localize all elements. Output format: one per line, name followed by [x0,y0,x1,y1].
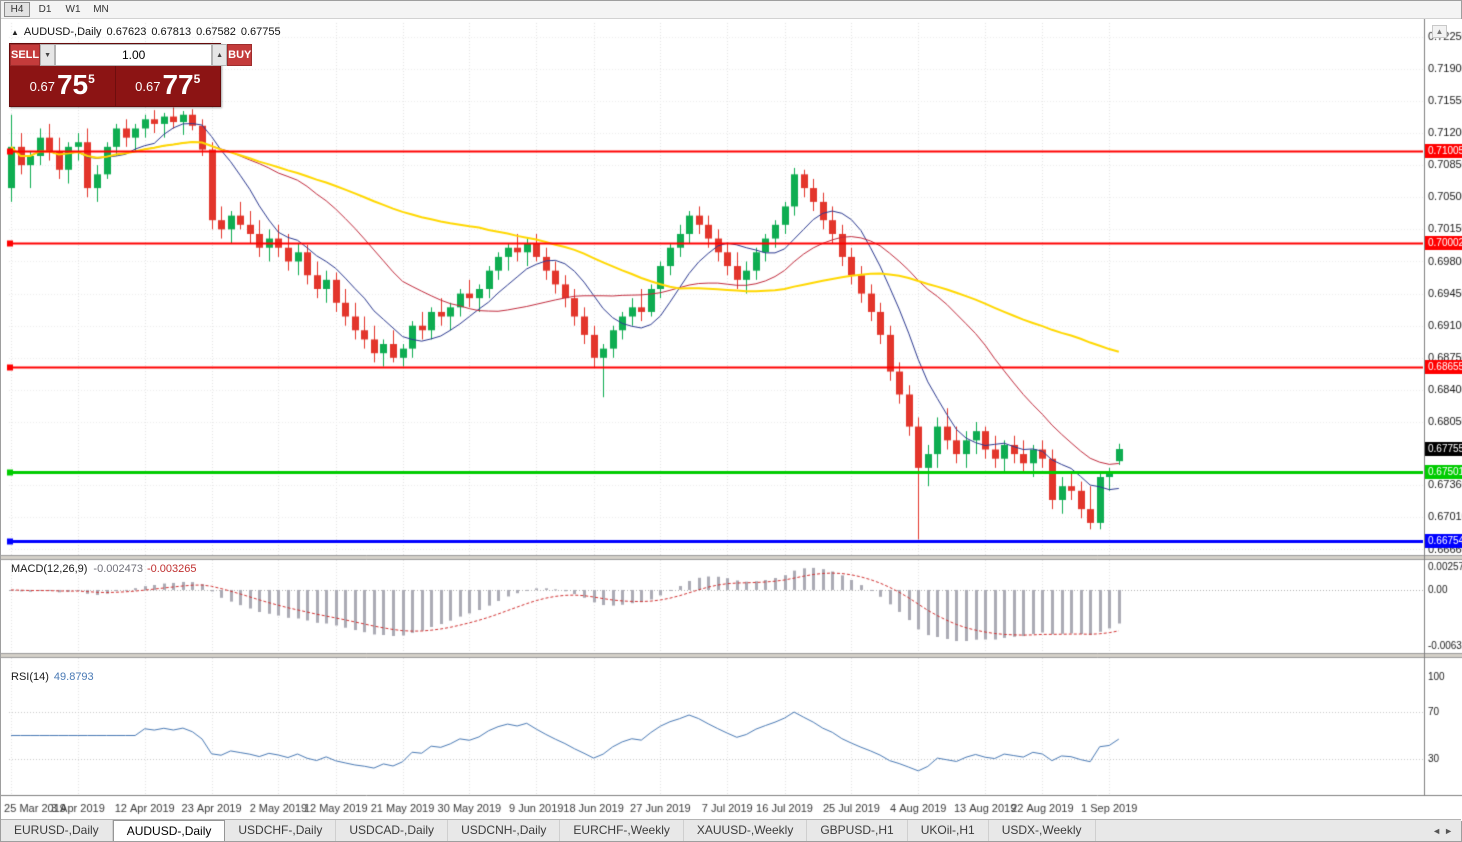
chart-tab-gbpusd-h1[interactable]: GBPUSD-,H1 [807,820,908,841]
chart-symbol-label: AUDUSD-,Daily [23,26,102,38]
rsi-name: RSI(14) [11,671,49,683]
buy-price-display[interactable]: 0.67 77 5 [114,66,221,106]
tab-scroll-right-icon[interactable]: ► [1444,825,1453,836]
volume-decrease-icon[interactable]: ▼ [40,44,56,66]
buy-price-small: 0.67 [135,79,161,94]
timeframe-button-w1[interactable]: W1 [60,2,86,17]
sell-price-display[interactable]: 0.67 75 5 [10,66,115,106]
volume-control: ▼ ▲ [40,44,228,66]
volume-input[interactable] [55,44,213,66]
chart-tab-ukoil-h1[interactable]: UKOil-,H1 [908,820,989,841]
sell-price-big: 75 [56,69,89,100]
ohlc-close: 0.67755 [240,26,281,38]
macd-indicator-label: MACD(12,26,9) -0.002473 -0.003265 [11,563,197,575]
timeframe-button-d1[interactable]: D1 [32,2,58,17]
chart-tab-eurchf-weekly[interactable]: EURCHF-,Weekly [560,820,684,841]
chart-tab-usdchf-daily[interactable]: USDCHF-,Daily [225,820,337,841]
chart-tab-usdcad-daily[interactable]: USDCAD-,Daily [336,820,449,841]
timeframe-toolbar: H4 D1 W1 MN [1,1,1461,19]
buy-button[interactable]: BUY [227,44,253,66]
sell-price-small: 0.67 [29,79,55,94]
timeframe-button-h4[interactable]: H4 [4,2,30,17]
buy-price-big: 77 [162,69,194,100]
tab-scroll-left-icon[interactable]: ◄ [1432,825,1442,836]
price-chart-canvas[interactable] [1,19,1462,821]
chart-tab-xauusd-weekly[interactable]: XAUUSD-,Weekly [684,820,808,841]
ohlc-high: 0.67813 [151,26,192,38]
ohlc-low: 0.67582 [196,26,236,38]
buy-price-sup: 5 [193,72,201,86]
chart-tabs-bar: EURUSD-,Daily AUDUSD-,Daily USDCHF-,Daily U… [1,819,1461,841]
chart-scroll-up-icon[interactable]: ▲ [1432,25,1447,38]
macd-name: MACD(12,26,9) [11,563,88,575]
sell-button[interactable]: SELL [10,44,41,66]
chart-tab-usdcnh-daily[interactable]: USDCNH-,Daily [448,820,561,841]
macd-main-value: -0.002473 [93,563,143,575]
ohlc-open: 0.67623 [106,26,147,38]
macd-signal-value: -0.003265 [146,563,197,575]
chart-tab-usdx-weekly[interactable]: USDX-,Weekly [989,820,1096,841]
volume-increase-icon[interactable]: ▲ [212,44,228,66]
rsi-value: 49.8793 [53,671,94,683]
chart-tab-eurusd-daily[interactable]: EURUSD-,Daily [1,820,113,841]
chart-tab-audusd-daily[interactable]: AUDUSD-,Daily [112,820,226,841]
chart-ohlc-header: ▲ AUDUSD-,Daily 0.67623 0.67813 0.67582 0.677… [11,26,286,38]
timeframe-button-mn[interactable]: MN [88,2,114,17]
rsi-indicator-label: RSI(14) 49.8793 [11,671,94,683]
tick-direction-icon: ▲ [11,28,19,37]
sell-price-sup: 5 [88,72,95,86]
tab-scroll-controls: ◄ ► [1432,820,1461,841]
